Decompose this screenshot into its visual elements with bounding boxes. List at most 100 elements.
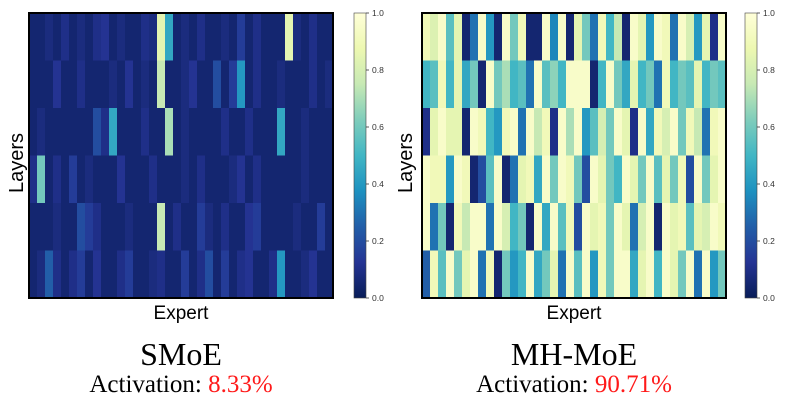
heatmap-cell — [718, 155, 727, 204]
heatmap-cell — [37, 60, 46, 109]
heatmap-cell — [702, 13, 711, 61]
heatmap-cell — [61, 203, 70, 251]
heatmap-cell — [253, 13, 262, 61]
heatmap-cell — [494, 108, 503, 156]
heatmap-cell — [85, 108, 94, 156]
heatmap-cell — [269, 155, 278, 204]
heatmap-cell — [165, 60, 174, 109]
heatmap-cell — [125, 13, 134, 61]
heatmap-cell — [630, 13, 639, 61]
heatmap-cell — [93, 250, 102, 299]
heatmap-cell — [77, 108, 86, 156]
heatmap-cell — [309, 13, 318, 61]
heatmap-cell — [117, 60, 126, 109]
heatmap-cell — [486, 155, 495, 204]
heatmap-cell — [45, 250, 54, 299]
heatmap-cell — [61, 13, 70, 61]
heatmap-cell — [534, 108, 543, 156]
heatmap-cell — [694, 60, 703, 109]
heatmap-cell — [534, 60, 543, 109]
heatmap-cell — [157, 60, 166, 109]
heatmap-cell — [542, 108, 551, 156]
heatmap-cell — [205, 250, 214, 299]
heatmap-cell — [718, 250, 727, 299]
heatmap-cell — [702, 108, 711, 156]
heatmap-cell — [454, 108, 463, 156]
heatmap-cell — [502, 250, 511, 299]
heatmap-cell — [646, 203, 655, 251]
heatmap-cell — [582, 203, 591, 251]
heatmap-cell — [189, 250, 198, 299]
heatmap-cell — [261, 203, 270, 251]
heatmap-cell — [510, 108, 519, 156]
heatmap-cell — [69, 155, 78, 204]
heatmap-cell — [261, 108, 270, 156]
heatmap-frame — [28, 12, 334, 299]
heatmap-cell — [574, 60, 583, 109]
heatmap-cell — [245, 13, 254, 61]
heatmap-cell — [45, 203, 54, 251]
heatmap-cell — [510, 13, 519, 61]
heatmap-cell — [574, 108, 583, 156]
heatmap-cell — [101, 13, 110, 61]
heatmap-cell — [606, 203, 615, 251]
heatmap-cell — [197, 60, 206, 109]
heatmap-cell — [638, 203, 647, 251]
heatmap-cell — [285, 203, 294, 251]
heatmap-cell — [654, 60, 663, 109]
heatmap-cell — [85, 155, 94, 204]
heatmap-cell — [173, 250, 182, 299]
heatmap-cell — [670, 203, 679, 251]
heatmap-cell — [686, 250, 695, 299]
heatmap-cell — [590, 60, 599, 109]
heatmap-cell — [85, 250, 94, 299]
heatmap-cell — [462, 155, 471, 204]
smoe-activation-label: Activation: — [89, 371, 202, 398]
heatmap-cell — [638, 250, 647, 299]
heatmap-cell — [654, 155, 663, 204]
mhmoe-x-axis-label: Expert — [546, 303, 602, 324]
heatmap-cell — [558, 250, 567, 299]
heatmap-cell — [566, 203, 575, 251]
heatmap-cell — [309, 155, 318, 204]
heatmap-cell — [686, 60, 695, 109]
heatmap-cell — [478, 60, 487, 109]
heatmap-cell — [37, 155, 46, 204]
smoe-activation-value: 8.33% — [208, 371, 273, 398]
heatmap-cell — [181, 155, 190, 204]
heatmap-cell — [670, 108, 679, 156]
heatmap-cell — [422, 60, 431, 109]
heatmap-cell — [454, 203, 463, 251]
heatmap-cell — [718, 60, 727, 109]
heatmap-cell — [213, 155, 222, 204]
heatmap-cell — [694, 13, 703, 61]
heatmap-cell — [101, 203, 110, 251]
heatmap-cell — [566, 13, 575, 61]
heatmap-cell — [558, 13, 567, 61]
heatmap-cell — [309, 60, 318, 109]
heatmap-cell — [245, 203, 254, 251]
heatmap-cell — [213, 108, 222, 156]
heatmap-cell — [285, 155, 294, 204]
heatmap-cell — [646, 250, 655, 299]
heatmap-cell — [325, 108, 334, 156]
heatmap-cell — [253, 108, 262, 156]
heatmap-cell — [606, 13, 615, 61]
heatmap-cell — [718, 203, 727, 251]
heatmap-cell — [237, 155, 246, 204]
heatmap-cell — [61, 155, 70, 204]
heatmap-cell — [622, 60, 631, 109]
heatmap-cell — [237, 203, 246, 251]
heatmap-cell — [534, 203, 543, 251]
heatmap-cell — [646, 155, 655, 204]
colorbar-tick-label: 0.4 — [763, 179, 775, 189]
heatmap-cell — [702, 155, 711, 204]
heatmap-cell — [269, 250, 278, 299]
heatmap-cell — [61, 108, 70, 156]
heatmap-cell — [470, 108, 479, 156]
heatmap-cell — [29, 155, 38, 204]
heatmap-cell — [662, 108, 671, 156]
heatmap-cell — [37, 13, 46, 61]
heatmap-cell — [486, 203, 495, 251]
heatmap-cell — [85, 13, 94, 61]
